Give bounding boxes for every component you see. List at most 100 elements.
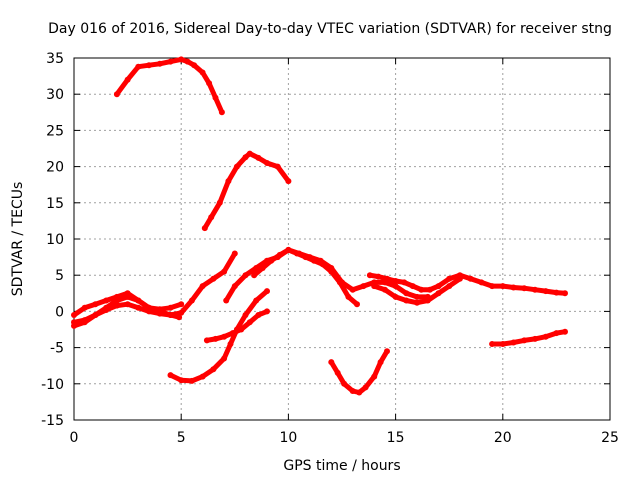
data-point xyxy=(467,275,474,282)
data-point xyxy=(188,377,195,384)
data-point xyxy=(341,380,348,387)
data-point xyxy=(489,341,496,347)
y-tick-label: 30 xyxy=(46,87,64,103)
data-point xyxy=(319,261,326,268)
data-point xyxy=(210,366,217,373)
y-tick-label: -5 xyxy=(50,341,64,357)
data-point xyxy=(401,279,408,286)
data-point xyxy=(156,308,163,315)
data-point xyxy=(92,301,99,308)
data-point xyxy=(521,337,528,344)
data-point xyxy=(167,372,174,379)
data-point xyxy=(146,304,152,311)
data-point xyxy=(208,214,215,221)
data-point xyxy=(178,377,185,384)
data-point xyxy=(510,339,517,346)
data-point xyxy=(124,301,131,308)
y-tick-label: 0 xyxy=(55,304,64,320)
data-point xyxy=(311,257,318,264)
data-point xyxy=(409,283,416,290)
data-point xyxy=(294,250,300,257)
data-point xyxy=(334,369,341,376)
data-point xyxy=(349,388,356,394)
data-point xyxy=(212,94,219,101)
data-point xyxy=(103,307,110,313)
data-point xyxy=(221,268,228,275)
data-point xyxy=(113,293,120,300)
data-point xyxy=(345,293,352,300)
data-point xyxy=(414,293,420,300)
data-point xyxy=(199,373,206,380)
data-point xyxy=(562,290,568,297)
axis-ticks: 0 5 10 15 20 25 -15 -10 -5 0 5 10 15 20 25 30 35 xyxy=(41,51,619,446)
data-point xyxy=(285,178,292,185)
y-axis-label: SDTVAR / TECUs xyxy=(10,182,26,297)
y-tick-label: 20 xyxy=(46,160,64,176)
data-point xyxy=(268,257,275,264)
data-point xyxy=(328,359,335,366)
data-point xyxy=(156,60,163,67)
x-tick-label: 25 xyxy=(601,430,619,446)
data-point xyxy=(377,359,384,366)
data-point xyxy=(499,283,506,290)
data-point xyxy=(392,278,399,284)
x-tick-label: 20 xyxy=(494,430,512,446)
data-point xyxy=(362,384,369,391)
data-point xyxy=(354,301,360,308)
data-point xyxy=(532,335,538,342)
data-point xyxy=(435,283,442,290)
data-point xyxy=(553,289,560,296)
y-tick-label: 10 xyxy=(46,232,64,248)
data-point xyxy=(103,297,110,304)
y-tick-label: 35 xyxy=(46,51,64,67)
data-point xyxy=(274,163,281,170)
data-point xyxy=(384,275,390,282)
data-point xyxy=(255,154,262,161)
data-point xyxy=(403,297,410,304)
data-point xyxy=(178,301,185,308)
data-point xyxy=(276,251,283,258)
data-point xyxy=(225,178,232,185)
data-point xyxy=(521,285,528,292)
x-tick-label: 0 xyxy=(70,430,79,446)
data-point xyxy=(191,62,198,69)
data-point xyxy=(238,326,245,333)
data-point xyxy=(227,341,234,347)
data-point xyxy=(381,286,388,293)
data-point xyxy=(285,246,292,253)
data-point xyxy=(71,319,77,326)
data-point xyxy=(188,297,195,304)
data-point xyxy=(167,58,174,65)
data-point xyxy=(532,286,538,293)
data-point xyxy=(418,286,425,293)
data-point xyxy=(146,62,152,69)
data-point xyxy=(392,283,399,290)
data-point xyxy=(124,290,131,297)
x-tick-label: 10 xyxy=(279,430,297,446)
grid xyxy=(74,58,610,420)
data-point xyxy=(216,199,223,206)
data-point xyxy=(259,265,266,271)
data-point xyxy=(336,279,343,286)
data-point xyxy=(135,304,142,311)
data-point xyxy=(231,283,238,290)
data-point xyxy=(264,308,270,315)
data-point xyxy=(446,283,453,290)
data-point xyxy=(167,304,174,311)
data-point xyxy=(384,348,390,355)
y-tick-label: -10 xyxy=(41,377,64,393)
data-point xyxy=(360,283,367,290)
data-point xyxy=(199,69,206,76)
data-point xyxy=(81,317,88,324)
data-point xyxy=(92,312,99,318)
data-point xyxy=(424,297,431,304)
data-point xyxy=(371,373,378,380)
data-point xyxy=(489,283,496,290)
y-tick-label: 25 xyxy=(46,123,64,139)
series-line-arc-4 xyxy=(71,251,238,325)
data-point xyxy=(371,283,378,290)
data-point xyxy=(135,63,142,70)
data-point xyxy=(435,290,442,297)
data-point xyxy=(221,355,228,362)
